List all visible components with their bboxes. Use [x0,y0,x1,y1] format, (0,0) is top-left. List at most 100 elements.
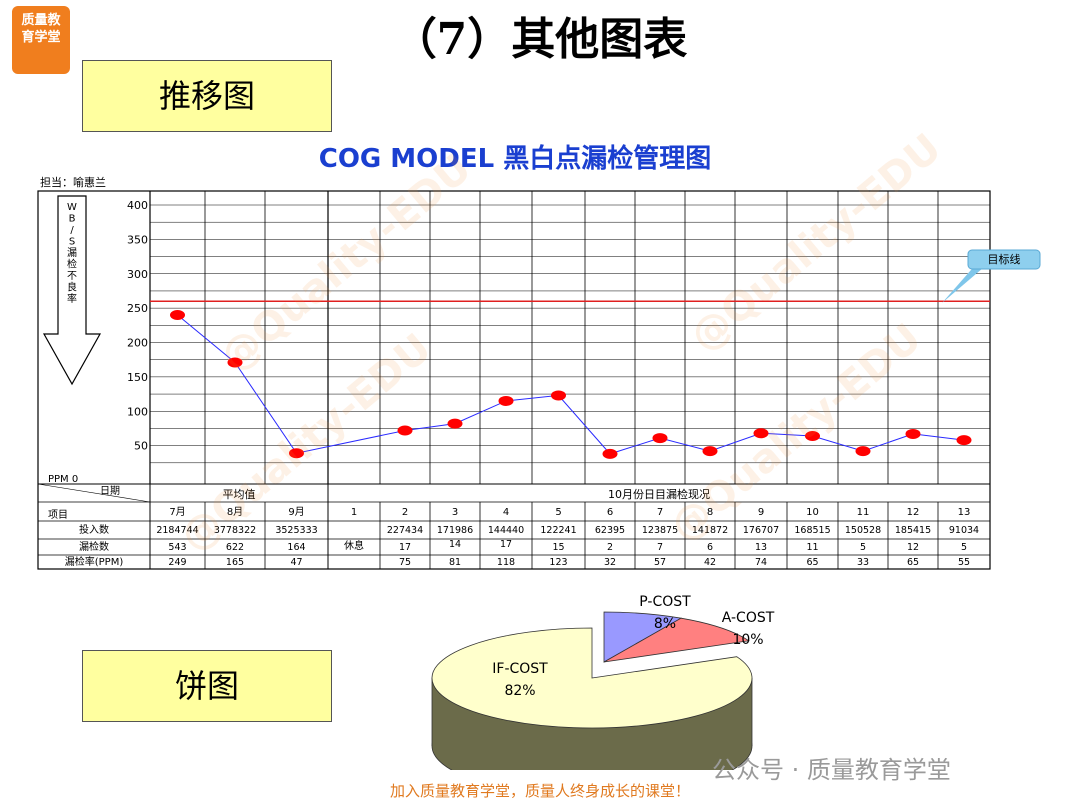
category-label: 6 [607,507,613,518]
down-arrow-icon [42,195,102,386]
data-point [702,446,718,457]
table-cell: 622 [226,542,244,553]
label-trend-chart: 推移图 [82,60,332,132]
table-header-date: 日期 [100,485,120,497]
y-tick-label: 400 [127,199,148,212]
data-point [855,446,871,457]
table-cell: 3778322 [214,525,256,536]
table-cell: 227434 [387,525,423,536]
table-cell: 2 [607,542,613,553]
table-cell: 65 [806,557,818,568]
data-point [956,435,972,446]
table-cell: 32 [604,557,616,568]
table-cell: 55 [958,557,970,568]
category-label: 4 [503,507,509,518]
category-label: 3 [452,507,458,518]
table-cell: 168515 [794,525,830,536]
category-label: 9月 [288,506,304,518]
y-axis-char: / [70,225,74,236]
data-point [805,431,820,441]
table-cell: 123875 [642,525,678,536]
pie-slice-percent: 82% [504,683,535,699]
category-label: 8 [707,507,713,518]
category-label: 2 [402,507,408,518]
chart-owner: 担当：喻惠兰 [40,175,106,189]
y-tick-label: 100 [127,405,148,418]
table-cell: 185415 [895,525,931,536]
table-header-october: 10月份日目漏检现况 [608,487,710,501]
y-axis-char: B [69,214,76,225]
table-diagonal [37,483,151,503]
category-label: 7 [657,507,663,518]
table-cell: 7 [657,542,663,553]
data-point [170,310,185,320]
pie-labels: P-COST 8% A-COST 10% IF-COST 82% [492,594,774,699]
y-axis-char: 漏 [67,247,77,259]
pie-slice-percent: 8% [654,616,676,632]
table-cell: 165 [226,557,244,568]
brand-logo: 质量教育学堂 [12,6,70,74]
table-cell: 5 [860,542,866,553]
data-point [397,425,413,436]
pie-slice-label: A-COST [722,610,775,626]
table-header-average: 平均值 [223,488,256,501]
y-axis-char: W [67,202,77,213]
table-cell: 123 [549,557,567,568]
category-label: 9 [758,507,764,518]
table-cell: 15 [552,542,564,553]
table-cell: 14 [449,539,461,550]
row-label: 投入数 [79,523,109,536]
y-tick-label: 300 [127,268,148,281]
chart-title: COG MODEL 黑白点漏检管理图 [319,143,712,174]
y-tick-label: 50 [134,440,148,453]
table-cell: 74 [755,557,767,568]
pie-chart: P-COST 8% A-COST 10% IF-COST 82% [431,594,775,770]
table-cell: 164 [287,542,305,553]
category-label: 11 [857,507,870,518]
table-cell: 144440 [488,525,524,536]
footer-cta: 加入质量教育学堂，质量人终身成长的课堂！ [389,782,690,800]
pie-slice-percent: 10% [732,632,763,648]
slide-title: （7）其他图表 [392,14,688,65]
table-cell: 141872 [692,525,728,536]
y-tick-label: 250 [127,302,148,315]
table-cell: 150528 [845,525,881,536]
y-zero-label: PPM 0 [48,474,78,485]
table-cell: 42 [704,557,716,568]
target-callout [967,249,1041,270]
category-label: 12 [907,507,920,518]
table-cell: 57 [654,557,666,568]
table-cell: 65 [907,557,919,568]
data-point [551,390,566,401]
category-label: 1 [351,507,357,518]
data-point [905,428,921,439]
table-cell: 17 [500,539,512,550]
table-cell: 11 [806,542,818,553]
y-tick-label: 150 [127,371,148,384]
y-axis-char: S [69,237,75,248]
chart-grid [149,191,991,484]
target-label: 目标线 [988,252,1021,266]
table-cell: 17 [399,542,411,553]
y-axis-char: 不 [67,271,77,282]
y-tick-label: 200 [127,337,148,350]
data-point [289,448,304,459]
table-cell: 2184744 [156,525,198,536]
table-cell: 13 [755,542,767,553]
table-cell: 33 [857,557,869,568]
target-callout-pointer [942,262,990,303]
label-pie-chart: 饼图 [82,650,332,722]
y-axis-char: 良 [67,281,77,294]
table-cell: 171986 [437,525,473,536]
series-points [170,310,972,459]
row-label: 漏检率(PPM) [65,555,124,568]
data-point [652,433,668,444]
data-point [227,357,243,368]
data-point [498,395,514,406]
category-label: 13 [958,507,971,518]
table-header-item: 项目 [48,509,68,521]
data-point [447,418,463,429]
table-cell: 81 [449,557,461,568]
table-cell: 62395 [595,525,625,536]
